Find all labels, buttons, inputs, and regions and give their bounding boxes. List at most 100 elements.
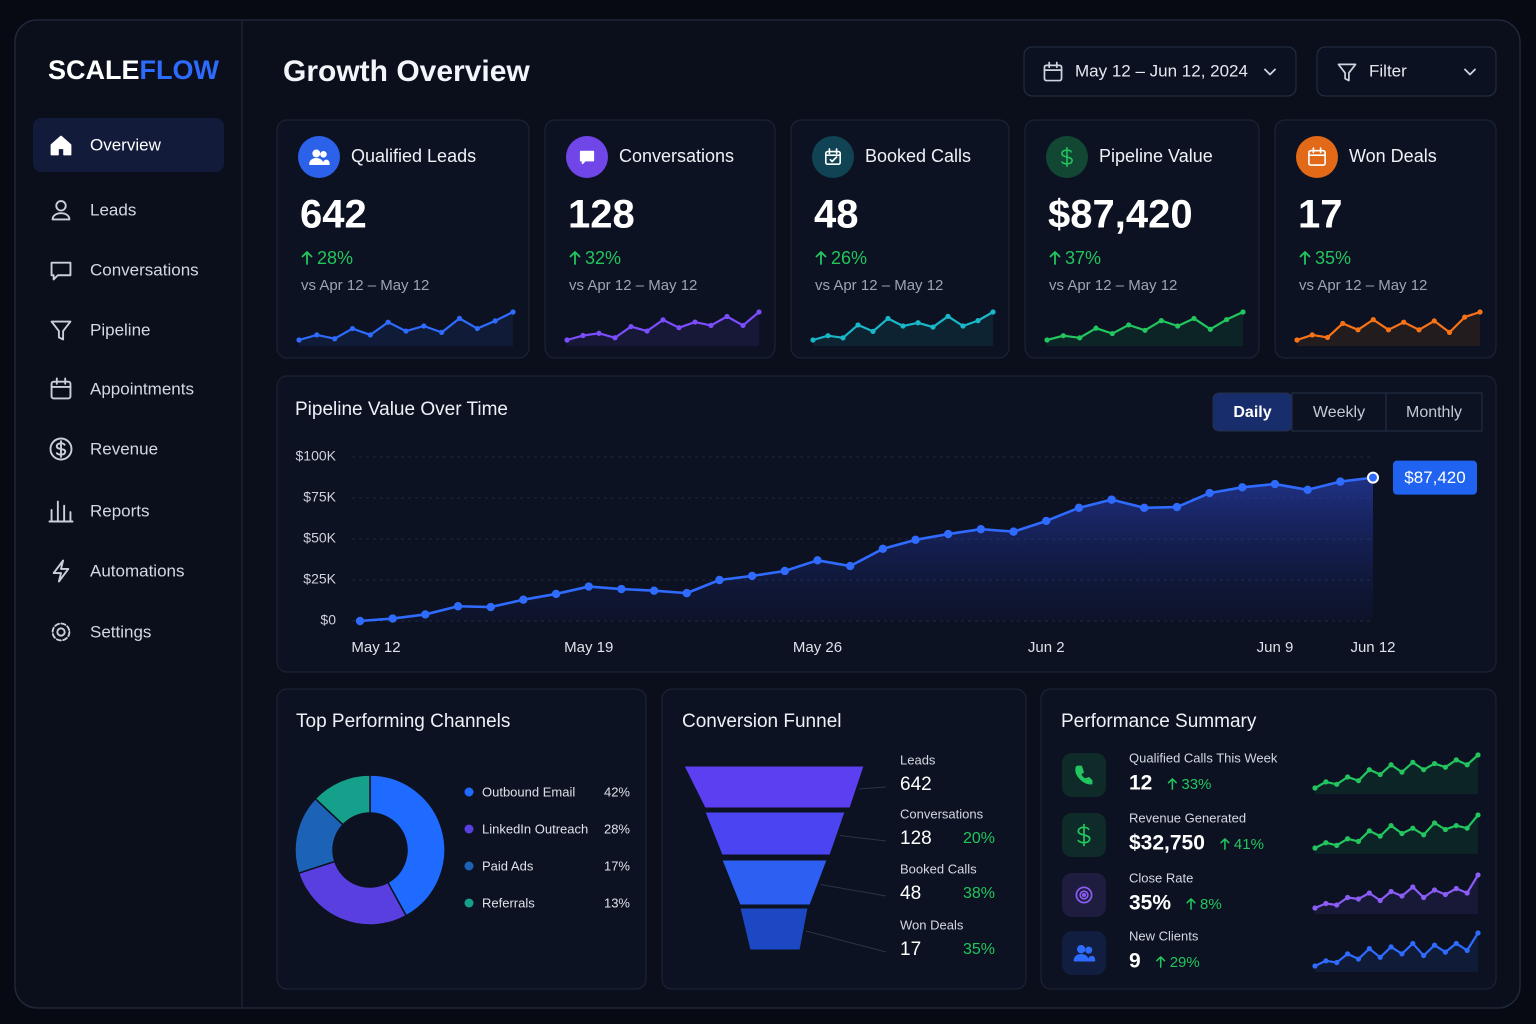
icon-part: [1085, 946, 1093, 954]
sparkline-dot: [1312, 845, 1318, 851]
x-tick-label: Jun 9: [1257, 639, 1294, 656]
sparkline-dot: [1345, 774, 1351, 780]
sparkline-dot: [692, 319, 698, 325]
funnel-stage: [683, 765, 865, 809]
nav-active-bg: [33, 118, 224, 172]
sparkline-dot: [1475, 752, 1481, 758]
icon-part: [1075, 886, 1093, 904]
kpi-label: Won Deals: [1349, 146, 1437, 166]
data-point: [1205, 488, 1214, 498]
sparkline-dot: [1453, 822, 1459, 829]
sparkline-dot: [1345, 951, 1351, 957]
icon: [1264, 68, 1276, 76]
icon-part: [1186, 898, 1196, 910]
icon-part: [48, 500, 74, 523]
tab-label: Monthly: [1406, 404, 1462, 421]
sparkline-dot: [1334, 959, 1340, 966]
sparkline-dot: [421, 323, 427, 329]
tab-button[interactable]: [1385, 392, 1483, 432]
sparkline-dot: [1294, 337, 1300, 343]
kpi-card: [790, 119, 1010, 359]
summary-change: 41%: [1234, 836, 1264, 853]
summary-icon: [1077, 823, 1091, 847]
data-point: [780, 566, 790, 576]
sparkline-dot: [1334, 781, 1340, 787]
summary-label: Close Rate: [1129, 870, 1193, 885]
sparkline-dot: [1431, 318, 1437, 324]
kpi-icon-bg: [298, 136, 340, 178]
sparkline-dot: [1431, 760, 1438, 767]
sparkline-dot: [1340, 320, 1346, 327]
sparkline-dot: [332, 336, 338, 342]
kpi-comparison: vs Apr 12 – May 12: [301, 277, 429, 294]
kpi-value: $87,420: [1048, 193, 1193, 237]
data-point: [813, 556, 822, 565]
sparkline-dot: [596, 330, 602, 336]
legend-swatch: [464, 824, 474, 834]
icon-part: [50, 261, 72, 281]
sparkline-dot: [740, 322, 746, 329]
funnel-rate: 38%: [963, 885, 995, 902]
icon-part: [1079, 890, 1089, 900]
data-point: [1303, 485, 1312, 494]
summary-icon-bg: [1062, 753, 1106, 797]
icon-part: [322, 159, 330, 166]
kpi-change-arrow: [301, 251, 313, 265]
y-tick-label: $50K: [303, 530, 336, 546]
sparkline-dot: [975, 318, 981, 324]
summary-change-arrow: [1220, 838, 1230, 850]
kpi-card: [1024, 119, 1260, 359]
icon-part: [55, 200, 67, 212]
icon-part: [309, 157, 324, 166]
filter-button[interactable]: [1316, 46, 1497, 97]
icon-part: [301, 251, 313, 265]
icon-part: [1464, 68, 1476, 76]
kpi-icon-bg: [1296, 136, 1338, 178]
sparkline-dot: [1388, 822, 1394, 829]
sparkline-dot: [855, 322, 861, 328]
filter-text: Filter: [1369, 61, 1407, 80]
data-point: [584, 582, 593, 591]
icon-part: [1156, 956, 1166, 968]
summary-change-arrow: [1156, 956, 1166, 968]
date-range-button[interactable]: [1023, 46, 1297, 97]
kpi-comparison: vs Apr 12 – May 12: [569, 277, 697, 294]
sparkline-dot: [1377, 833, 1383, 839]
kpi-change: 32%: [585, 248, 621, 268]
sparkline-dot: [1366, 828, 1372, 834]
data-point: [747, 571, 757, 581]
funnel-rate: 20%: [963, 830, 995, 847]
data-point: [1172, 502, 1182, 512]
sparkline-dot: [1093, 325, 1099, 331]
x-tick-label: Jun 12: [1350, 639, 1395, 656]
sparkline-dot: [612, 335, 618, 341]
icon: [1337, 63, 1357, 82]
summary-label: Qualified Calls This Week: [1129, 750, 1278, 765]
sparkline-dot: [915, 320, 921, 326]
sparkline-dot: [1312, 963, 1318, 969]
data-point: [649, 586, 659, 595]
y-tick-label: $100K: [296, 448, 337, 464]
sparkline-dot: [1175, 323, 1181, 329]
chart-title: Pipeline Value Over Time: [295, 399, 508, 420]
sparkline-dot: [1475, 812, 1481, 818]
donut-segment: [369, 774, 446, 917]
kpi-icon: [824, 148, 842, 166]
nav-icon: [52, 559, 70, 583]
nav-label: Conversations: [90, 260, 199, 279]
sparkline-dot: [1410, 759, 1416, 765]
funnel-title: Conversion Funnel: [682, 711, 841, 732]
brand-first: SCALE: [48, 55, 140, 85]
tab-button[interactable]: [1291, 392, 1387, 432]
kpi-comparison: vs Apr 12 – May 12: [1049, 277, 1177, 294]
nav-icon: [50, 261, 72, 281]
summary-change: 33%: [1181, 776, 1211, 793]
brand-second: FLOW: [140, 55, 220, 85]
sparkline: [1314, 932, 1479, 967]
sparkline-dot: [1158, 318, 1164, 324]
sparkline-dot: [945, 313, 951, 319]
sparkline-dot: [1421, 832, 1427, 838]
sparkline-dot: [1401, 319, 1407, 325]
nav-icon: [51, 200, 71, 221]
